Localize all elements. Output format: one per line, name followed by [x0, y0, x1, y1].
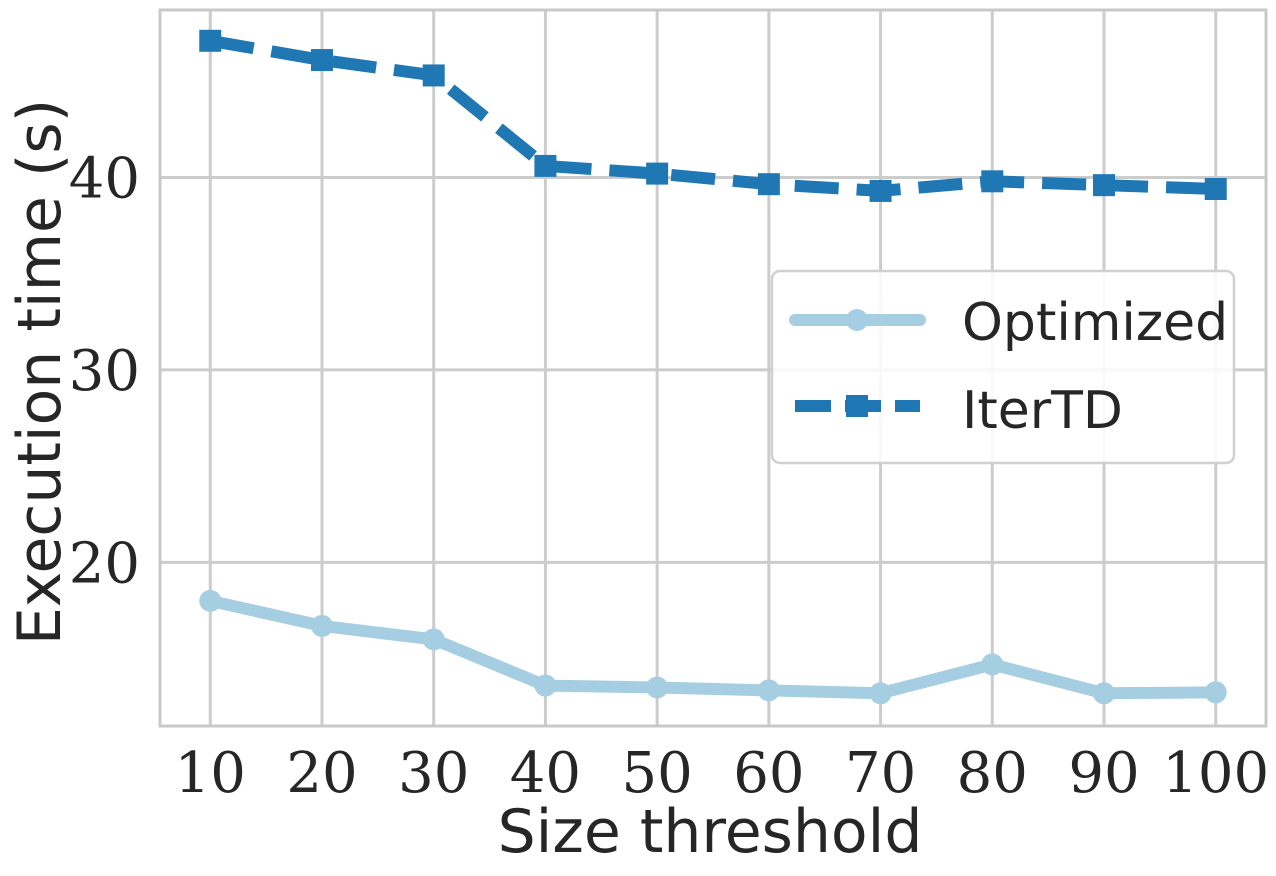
plot-frame: [158, 8, 1268, 728]
data-point: [1093, 682, 1116, 705]
x-tick-label: 100: [1162, 741, 1269, 806]
legend-marker-optimized: [846, 309, 868, 331]
y-tick-labels: 20 30 40: [69, 146, 140, 596]
data-point: [534, 154, 557, 177]
data-point: [1093, 174, 1116, 197]
legend-label-itertd: IterTD: [962, 381, 1123, 441]
x-axis-label: Size threshold: [498, 797, 923, 867]
series-layer: [199, 29, 1227, 705]
data-point: [422, 64, 445, 87]
legend-marker-itertd: [846, 395, 868, 417]
data-point: [646, 162, 669, 185]
x-tick-label: 60: [733, 741, 804, 806]
y-axis-label: Execution time (s): [5, 99, 75, 645]
data-point: [534, 674, 557, 697]
x-tick-label: 40: [510, 741, 581, 806]
data-point: [1204, 681, 1227, 704]
data-point: [310, 49, 333, 72]
x-tick-label: 20: [286, 741, 357, 806]
data-point: [757, 173, 780, 196]
x-tick-labels: 10 20 30 40 50 60 70 80 90 100: [175, 741, 1270, 806]
x-tick-label: 10: [175, 741, 246, 806]
data-point: [757, 679, 780, 702]
series-line-itertd: [209, 34, 1216, 197]
y-tick-label: 40: [69, 146, 140, 211]
data-point: [981, 653, 1004, 676]
x-tick-label: 80: [957, 741, 1028, 806]
x-tick-label: 30: [398, 741, 469, 806]
data-point: [310, 614, 333, 637]
x-tick-label: 90: [1068, 741, 1139, 806]
series-optimized: [199, 589, 1227, 705]
y-tick-label: 30: [69, 339, 140, 404]
y-tick-label: 20: [69, 531, 140, 596]
data-point: [869, 179, 892, 202]
data-point: [199, 589, 222, 612]
series-itertd: [199, 29, 1227, 202]
legend-entry-itertd: IterTD: [795, 381, 1123, 441]
x-tick-label: 70: [845, 741, 916, 806]
data-point: [422, 628, 445, 651]
series-line-optimized: [204, 594, 1222, 700]
legend-entry-optimized: Optimized: [789, 293, 1228, 353]
data-point: [981, 170, 1004, 193]
legend-label-optimized: Optimized: [962, 293, 1228, 353]
data-point: [646, 676, 669, 699]
data-point: [1204, 178, 1227, 200]
data-point: [199, 29, 222, 52]
x-tick-label: 50: [622, 741, 693, 806]
legend: Optimized IterTD: [770, 269, 1236, 465]
data-point: [869, 682, 892, 705]
